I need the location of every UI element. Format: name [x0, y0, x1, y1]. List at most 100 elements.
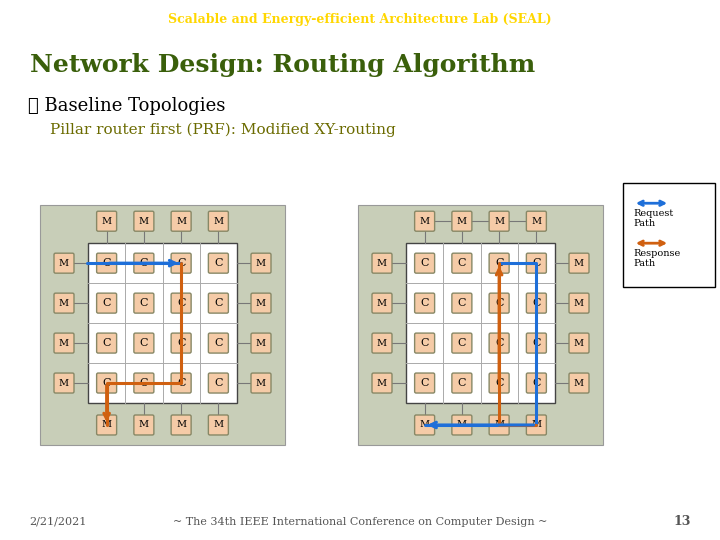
- Text: M: M: [456, 217, 467, 226]
- FancyBboxPatch shape: [526, 293, 546, 313]
- Text: M: M: [420, 217, 430, 226]
- FancyBboxPatch shape: [54, 293, 74, 313]
- FancyBboxPatch shape: [208, 333, 228, 353]
- Text: C: C: [177, 378, 185, 388]
- FancyBboxPatch shape: [452, 415, 472, 435]
- Text: 2/21/2021: 2/21/2021: [29, 517, 86, 526]
- Text: C: C: [495, 338, 503, 348]
- Text: C: C: [420, 378, 429, 388]
- FancyBboxPatch shape: [134, 211, 154, 231]
- Text: Response: Response: [633, 249, 680, 258]
- Text: M: M: [256, 379, 266, 388]
- Text: M: M: [139, 421, 149, 429]
- Text: Network Design: Routing Algorithm: Network Design: Routing Algorithm: [30, 53, 535, 77]
- Text: Path: Path: [633, 259, 655, 268]
- Text: M: M: [59, 299, 69, 308]
- Text: M: M: [531, 421, 541, 429]
- Text: C: C: [532, 338, 541, 348]
- Text: ~ The 34th IEEE International Conference on Computer Design ~: ~ The 34th IEEE International Conference…: [173, 517, 547, 526]
- FancyBboxPatch shape: [452, 373, 472, 393]
- FancyBboxPatch shape: [251, 253, 271, 273]
- FancyBboxPatch shape: [489, 415, 509, 435]
- Text: 13: 13: [674, 515, 691, 528]
- Text: C: C: [102, 378, 111, 388]
- Text: C: C: [495, 298, 503, 308]
- FancyBboxPatch shape: [569, 293, 589, 313]
- FancyBboxPatch shape: [489, 333, 509, 353]
- Text: C: C: [102, 298, 111, 308]
- FancyBboxPatch shape: [415, 253, 435, 273]
- Text: M: M: [377, 379, 387, 388]
- Text: C: C: [140, 258, 148, 268]
- Text: M: M: [256, 259, 266, 268]
- Text: C: C: [420, 258, 429, 268]
- FancyBboxPatch shape: [452, 333, 472, 353]
- Text: M: M: [213, 421, 223, 429]
- Text: M: M: [256, 299, 266, 308]
- FancyBboxPatch shape: [569, 333, 589, 353]
- Text: C: C: [102, 338, 111, 348]
- FancyBboxPatch shape: [415, 333, 435, 353]
- Text: C: C: [177, 338, 185, 348]
- FancyBboxPatch shape: [171, 415, 191, 435]
- FancyBboxPatch shape: [251, 293, 271, 313]
- Text: M: M: [494, 421, 504, 429]
- FancyBboxPatch shape: [96, 211, 117, 231]
- Text: C: C: [458, 258, 466, 268]
- FancyBboxPatch shape: [96, 415, 117, 435]
- FancyBboxPatch shape: [489, 293, 509, 313]
- FancyBboxPatch shape: [251, 373, 271, 393]
- FancyBboxPatch shape: [54, 333, 74, 353]
- Text: M: M: [494, 217, 504, 226]
- Text: M: M: [59, 259, 69, 268]
- FancyBboxPatch shape: [358, 205, 603, 445]
- Text: M: M: [574, 379, 584, 388]
- FancyBboxPatch shape: [251, 333, 271, 353]
- Text: Request: Request: [633, 209, 673, 218]
- Text: M: M: [531, 217, 541, 226]
- FancyBboxPatch shape: [134, 333, 154, 353]
- FancyBboxPatch shape: [134, 293, 154, 313]
- FancyBboxPatch shape: [406, 243, 555, 403]
- Text: Pillar router first (PRF): Modified XY-routing: Pillar router first (PRF): Modified XY-r…: [50, 123, 396, 137]
- FancyBboxPatch shape: [452, 211, 472, 231]
- FancyBboxPatch shape: [54, 373, 74, 393]
- Text: C: C: [214, 258, 222, 268]
- Text: C: C: [420, 298, 429, 308]
- Text: C: C: [458, 378, 466, 388]
- Text: C: C: [214, 338, 222, 348]
- FancyBboxPatch shape: [623, 183, 715, 287]
- Text: M: M: [102, 421, 112, 429]
- FancyBboxPatch shape: [415, 293, 435, 313]
- FancyBboxPatch shape: [372, 293, 392, 313]
- FancyBboxPatch shape: [171, 373, 191, 393]
- FancyBboxPatch shape: [208, 373, 228, 393]
- FancyBboxPatch shape: [208, 253, 228, 273]
- FancyBboxPatch shape: [96, 333, 117, 353]
- Text: M: M: [574, 259, 584, 268]
- FancyBboxPatch shape: [372, 333, 392, 353]
- FancyBboxPatch shape: [569, 373, 589, 393]
- Text: C: C: [140, 378, 148, 388]
- FancyBboxPatch shape: [452, 293, 472, 313]
- FancyBboxPatch shape: [171, 211, 191, 231]
- FancyBboxPatch shape: [526, 415, 546, 435]
- Text: M: M: [377, 259, 387, 268]
- FancyBboxPatch shape: [40, 205, 285, 445]
- FancyBboxPatch shape: [372, 253, 392, 273]
- Text: M: M: [213, 217, 223, 226]
- Text: C: C: [102, 258, 111, 268]
- Text: C: C: [458, 338, 466, 348]
- Text: C: C: [458, 298, 466, 308]
- FancyBboxPatch shape: [54, 253, 74, 273]
- Text: Scalable and Energy-efficient Architecture Lab (SEAL): Scalable and Energy-efficient Architectu…: [168, 14, 552, 26]
- Text: M: M: [256, 339, 266, 348]
- Text: M: M: [574, 339, 584, 348]
- Text: M: M: [59, 379, 69, 388]
- Text: M: M: [377, 339, 387, 348]
- Text: M: M: [420, 421, 430, 429]
- FancyBboxPatch shape: [415, 373, 435, 393]
- FancyBboxPatch shape: [526, 211, 546, 231]
- FancyBboxPatch shape: [134, 415, 154, 435]
- FancyBboxPatch shape: [134, 253, 154, 273]
